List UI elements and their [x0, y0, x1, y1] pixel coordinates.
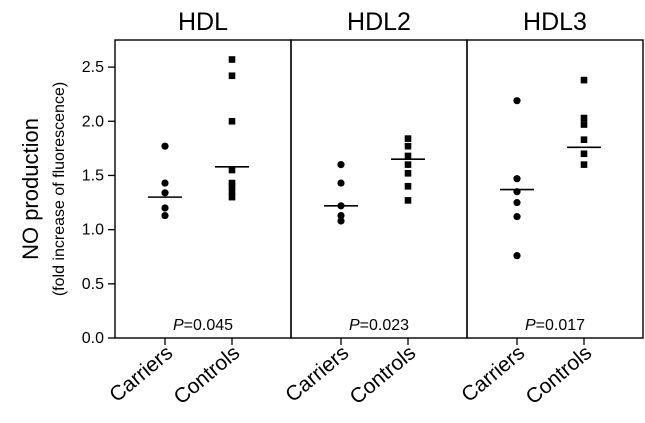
- p-value: =0.017: [536, 317, 585, 334]
- p-symbol: P: [349, 317, 360, 334]
- x-category-label: Controls: [170, 341, 245, 409]
- data-point-controls: [581, 150, 588, 157]
- data-point-controls: [581, 121, 588, 128]
- data-point-carriers: [513, 213, 520, 220]
- data-point-controls: [405, 153, 412, 160]
- data-point-controls: [229, 118, 236, 125]
- data-point-carriers: [513, 252, 520, 259]
- data-point-controls: [581, 161, 588, 168]
- y-axis-ticks: 0.0 0.5 1.0 1.5 2.0 2.5: [82, 59, 115, 347]
- panel-frame: [467, 40, 643, 338]
- data-point-carriers: [161, 143, 168, 150]
- data-point-controls: [229, 167, 236, 174]
- p-value: =0.023: [360, 317, 409, 334]
- p-value: =0.045: [184, 317, 233, 334]
- data-point-controls: [405, 161, 412, 168]
- y-axis-label-group: NO production (fold increase of fluoresc…: [18, 82, 68, 296]
- y-axis-sublabel: (fold increase of fluorescence): [51, 82, 68, 296]
- p-value-label: P=0.045: [173, 317, 233, 334]
- x-category-label: Carriers: [105, 341, 177, 407]
- p-symbol: P: [525, 317, 536, 334]
- data-point-carriers: [337, 179, 344, 186]
- p-value-label: P=0.023: [349, 317, 409, 334]
- chart-panels: HDLP=0.045CarriersControlsHDL2P=0.023Car…: [105, 8, 643, 409]
- data-point-carriers: [161, 204, 168, 211]
- data-point-controls: [581, 136, 588, 143]
- data-point-carriers: [161, 189, 168, 196]
- data-point-controls: [229, 56, 236, 63]
- panel-frame: [291, 40, 467, 338]
- data-point-carriers: [513, 199, 520, 206]
- x-category-label: Controls: [346, 341, 421, 409]
- panel-frame: [115, 40, 291, 338]
- data-point-carriers: [513, 188, 520, 195]
- y-tick-label: 0.5: [82, 276, 104, 293]
- data-point-carriers: [161, 212, 168, 219]
- panel-title: HDL3: [523, 8, 587, 36]
- data-point-controls: [405, 135, 412, 142]
- y-tick-label: 1.5: [82, 167, 104, 184]
- data-point-carriers: [513, 97, 520, 104]
- data-point-controls: [405, 183, 412, 190]
- data-point-controls: [405, 197, 412, 204]
- y-axis-label: NO production: [18, 118, 43, 260]
- data-point-controls: [581, 115, 588, 122]
- data-point-carriers: [513, 175, 520, 182]
- data-point-controls: [405, 143, 412, 150]
- p-symbol: P: [173, 317, 184, 334]
- data-point-controls: [229, 194, 236, 201]
- data-point-controls: [229, 72, 236, 79]
- data-point-carriers: [337, 161, 344, 168]
- panel-title: HDL: [178, 8, 228, 36]
- y-tick-label: 0.0: [82, 330, 104, 347]
- y-tick-label: 2.5: [82, 59, 104, 76]
- data-point-carriers: [337, 217, 344, 224]
- x-category-label: Carriers: [281, 341, 353, 407]
- x-category-label: Carriers: [457, 341, 529, 407]
- data-point-controls: [405, 170, 412, 177]
- data-point-carriers: [337, 202, 344, 209]
- panel-title: HDL2: [347, 8, 411, 36]
- y-tick-label: 1.0: [82, 222, 104, 239]
- p-value-label: P=0.017: [525, 317, 585, 334]
- x-category-label: Controls: [522, 341, 597, 409]
- data-point-carriers: [161, 179, 168, 186]
- y-tick-label: 2.0: [82, 113, 104, 130]
- data-point-controls: [581, 77, 588, 84]
